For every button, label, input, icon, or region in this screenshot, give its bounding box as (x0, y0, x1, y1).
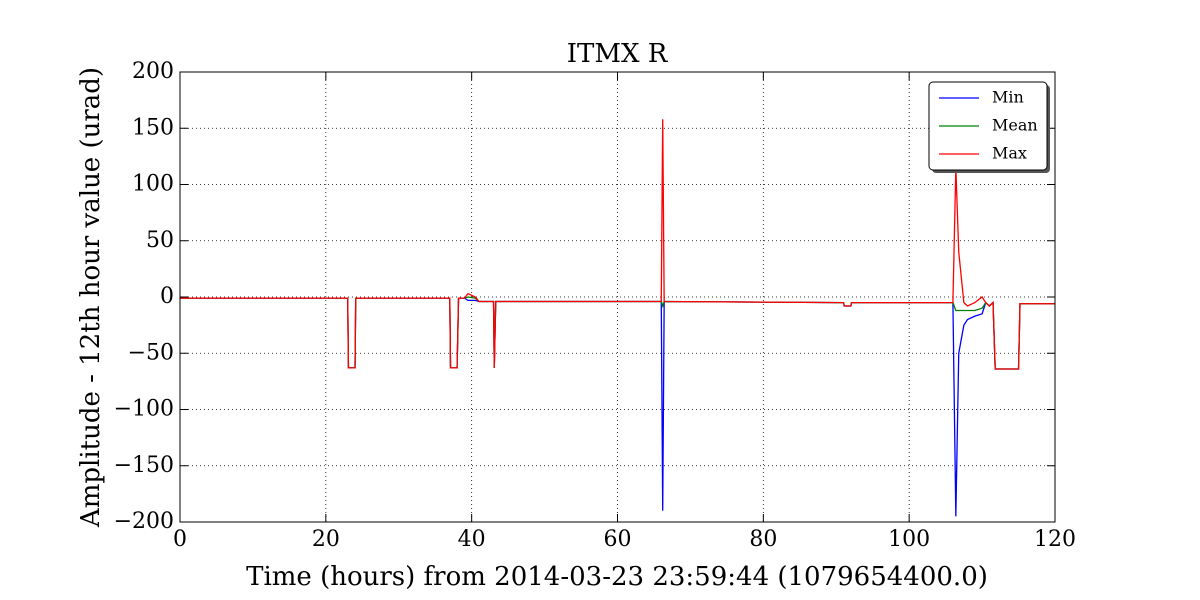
legend-box (928, 81, 1048, 171)
y-tick-label: −100 (114, 397, 174, 422)
y-tick-label: −50 (128, 340, 174, 365)
series-line (180, 297, 1055, 517)
x-tick-label: 80 (749, 527, 777, 552)
series-line (180, 119, 1055, 370)
y-tick-label: 100 (132, 172, 174, 197)
legend-label: Mean (992, 116, 1038, 135)
y-tick-label: 0 (160, 284, 174, 309)
y-tick-label: 50 (146, 228, 174, 253)
chart-title: ITMX R (567, 39, 669, 69)
legend-label: Max (992, 144, 1027, 163)
y-tick-label: 150 (132, 115, 174, 140)
y-tick-label: −200 (114, 509, 174, 534)
x-tick-label: 20 (312, 527, 340, 552)
x-axis-label: Time (hours) from 2014-03-23 23:59:44 (1… (246, 562, 988, 592)
x-tick-label: 60 (604, 527, 632, 552)
y-tick-label: 200 (132, 59, 174, 84)
plot-frame (179, 71, 1056, 523)
x-tick-label: 100 (888, 527, 930, 552)
x-tick-label: 120 (1034, 527, 1076, 552)
legend-label: Min (992, 88, 1024, 107)
x-tick-label: 0 (173, 527, 187, 552)
x-tick-label: 40 (458, 527, 486, 552)
y-axis-label: Amplitude - 12th hour value (urad) (76, 67, 106, 528)
y-tick-label: −150 (114, 453, 174, 478)
